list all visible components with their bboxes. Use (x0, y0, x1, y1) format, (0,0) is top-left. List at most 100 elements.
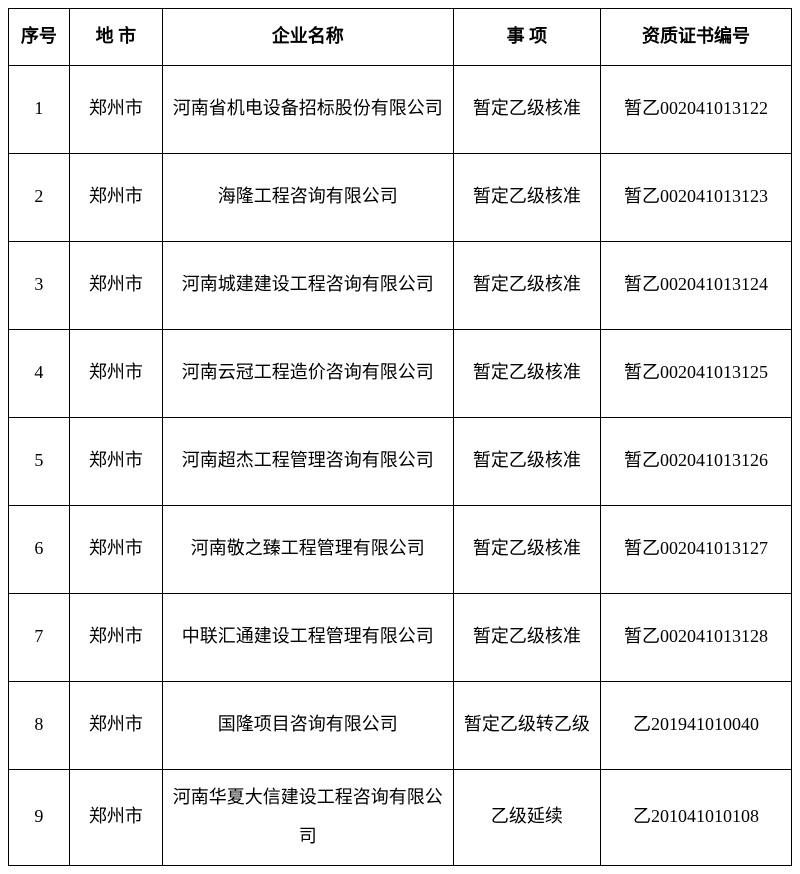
cell-seq-text: 1 (13, 89, 65, 129)
table-row: 2郑州市海隆工程咨询有限公司暂定乙级核准暂乙002041013123 (9, 153, 792, 241)
cell-seq: 3 (9, 241, 70, 329)
cell-name: 中联汇通建设工程管理有限公司 (162, 593, 453, 681)
table-row: 1郑州市河南省机电设备招标股份有限公司暂定乙级核准暂乙002041013122 (9, 65, 792, 153)
header-name: 企业名称 (162, 9, 453, 66)
cell-seq: 6 (9, 505, 70, 593)
cell-city: 郑州市 (69, 65, 162, 153)
cell-item-text: 暂定乙级核准 (458, 529, 596, 569)
cell-city: 郑州市 (69, 417, 162, 505)
cell-seq-text: 2 (13, 177, 65, 217)
table-row: 6郑州市河南敬之臻工程管理有限公司暂定乙级核准暂乙002041013127 (9, 505, 792, 593)
cell-item-text: 暂定乙级核准 (458, 617, 596, 657)
cell-item-text: 暂定乙级核准 (458, 353, 596, 393)
cell-seq: 1 (9, 65, 70, 153)
cell-cert: 暂乙002041013124 (601, 241, 792, 329)
cell-seq: 5 (9, 417, 70, 505)
header-seq: 序号 (9, 9, 70, 66)
table-row: 7郑州市中联汇通建设工程管理有限公司暂定乙级核准暂乙002041013128 (9, 593, 792, 681)
cell-item: 暂定乙级核准 (453, 153, 600, 241)
cell-city-text: 郑州市 (74, 89, 158, 129)
cell-seq-text: 6 (13, 529, 65, 569)
cell-name-text: 国隆项目咨询有限公司 (167, 705, 449, 745)
cell-cert: 暂乙002041013126 (601, 417, 792, 505)
cell-city-text: 郑州市 (74, 797, 158, 837)
cell-name: 河南超杰工程管理咨询有限公司 (162, 417, 453, 505)
cell-cert: 暂乙002041013125 (601, 329, 792, 417)
cell-cert: 暂乙002041013122 (601, 65, 792, 153)
header-label: 企业名称 (167, 17, 449, 57)
cell-city: 郑州市 (69, 593, 162, 681)
cell-name-text: 中联汇通建设工程管理有限公司 (167, 617, 449, 657)
qualification-table: 序号 地 市 企业名称 事 项 资质证书编号 1郑州市河南省机电设备招标股份有限… (8, 8, 792, 866)
cell-name-text: 河南华夏大信建设工程咨询有限公司 (167, 778, 449, 857)
table-row: 3郑州市河南城建建设工程咨询有限公司暂定乙级核准暂乙002041013124 (9, 241, 792, 329)
header-label: 地 市 (74, 17, 158, 57)
cell-city-text: 郑州市 (74, 705, 158, 745)
cell-item-text: 乙级延续 (458, 797, 596, 837)
table-header-row: 序号 地 市 企业名称 事 项 资质证书编号 (9, 9, 792, 66)
cell-seq: 4 (9, 329, 70, 417)
cell-city-text: 郑州市 (74, 529, 158, 569)
cell-cert-text: 乙201041010108 (605, 797, 787, 837)
table-row: 9郑州市河南华夏大信建设工程咨询有限公司乙级延续乙201041010108 (9, 769, 792, 865)
table-body: 1郑州市河南省机电设备招标股份有限公司暂定乙级核准暂乙0020410131222… (9, 65, 792, 865)
cell-city: 郑州市 (69, 505, 162, 593)
cell-seq-text: 3 (13, 265, 65, 305)
cell-cert-text: 暂乙002041013122 (605, 89, 787, 129)
cell-seq: 9 (9, 769, 70, 865)
cell-city: 郑州市 (69, 681, 162, 769)
cell-city: 郑州市 (69, 153, 162, 241)
cell-item-text: 暂定乙级核准 (458, 89, 596, 129)
cell-city: 郑州市 (69, 241, 162, 329)
cell-item: 暂定乙级核准 (453, 505, 600, 593)
cell-cert-text: 暂乙002041013123 (605, 177, 787, 217)
cell-cert: 乙201941010040 (601, 681, 792, 769)
cell-item-text: 暂定乙级核准 (458, 441, 596, 481)
cell-city-text: 郑州市 (74, 617, 158, 657)
cell-item-text: 暂定乙级转乙级 (458, 705, 596, 745)
cell-name-text: 河南敬之臻工程管理有限公司 (167, 529, 449, 569)
cell-city-text: 郑州市 (74, 441, 158, 481)
cell-name: 海隆工程咨询有限公司 (162, 153, 453, 241)
header-item: 事 项 (453, 9, 600, 66)
cell-cert: 暂乙002041013123 (601, 153, 792, 241)
cell-item: 暂定乙级核准 (453, 241, 600, 329)
header-label: 资质证书编号 (605, 17, 787, 57)
table-row: 4郑州市河南云冠工程造价咨询有限公司暂定乙级核准暂乙002041013125 (9, 329, 792, 417)
cell-name-text: 河南城建建设工程咨询有限公司 (167, 265, 449, 305)
cell-name: 河南华夏大信建设工程咨询有限公司 (162, 769, 453, 865)
cell-seq-text: 5 (13, 441, 65, 481)
cell-city-text: 郑州市 (74, 265, 158, 305)
cell-item: 暂定乙级转乙级 (453, 681, 600, 769)
cell-cert-text: 暂乙002041013127 (605, 529, 787, 569)
header-cert: 资质证书编号 (601, 9, 792, 66)
cell-item-text: 暂定乙级核准 (458, 265, 596, 305)
cell-name: 河南敬之臻工程管理有限公司 (162, 505, 453, 593)
cell-seq: 8 (9, 681, 70, 769)
table-row: 8郑州市国隆项目咨询有限公司暂定乙级转乙级乙201941010040 (9, 681, 792, 769)
header-label: 序号 (13, 17, 65, 57)
cell-cert-text: 暂乙002041013125 (605, 353, 787, 393)
cell-seq-text: 8 (13, 705, 65, 745)
cell-city: 郑州市 (69, 329, 162, 417)
cell-seq: 7 (9, 593, 70, 681)
cell-item: 暂定乙级核准 (453, 593, 600, 681)
cell-cert: 乙201041010108 (601, 769, 792, 865)
cell-name: 河南省机电设备招标股份有限公司 (162, 65, 453, 153)
cell-item-text: 暂定乙级核准 (458, 177, 596, 217)
cell-seq: 2 (9, 153, 70, 241)
cell-name-text: 河南云冠工程造价咨询有限公司 (167, 353, 449, 393)
cell-name-text: 海隆工程咨询有限公司 (167, 177, 449, 217)
cell-name: 国隆项目咨询有限公司 (162, 681, 453, 769)
cell-cert-text: 暂乙002041013126 (605, 441, 787, 481)
cell-city-text: 郑州市 (74, 177, 158, 217)
cell-cert: 暂乙002041013128 (601, 593, 792, 681)
cell-name-text: 河南超杰工程管理咨询有限公司 (167, 441, 449, 481)
cell-item: 暂定乙级核准 (453, 329, 600, 417)
cell-cert-text: 乙201941010040 (605, 705, 787, 745)
cell-item: 暂定乙级核准 (453, 417, 600, 505)
cell-city-text: 郑州市 (74, 353, 158, 393)
cell-seq-text: 4 (13, 353, 65, 393)
cell-name: 河南云冠工程造价咨询有限公司 (162, 329, 453, 417)
cell-cert-text: 暂乙002041013124 (605, 265, 787, 305)
